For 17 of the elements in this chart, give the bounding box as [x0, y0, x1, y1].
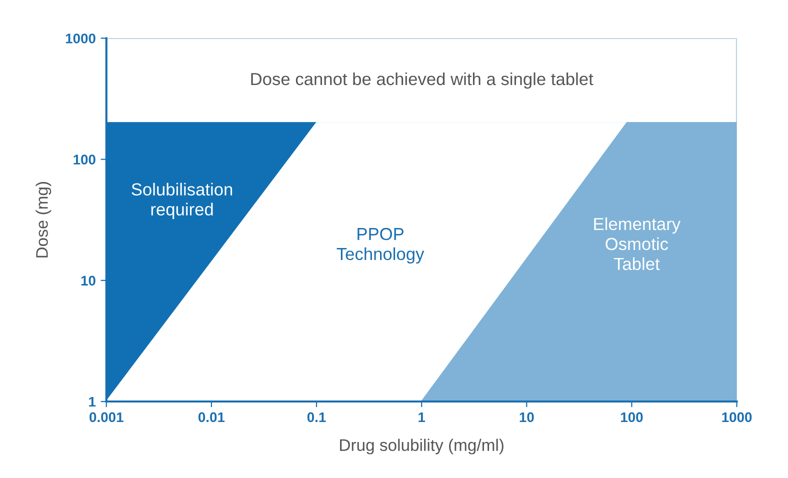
y-tick-label: 100 — [74, 154, 96, 165]
x-axis-title: Drug solubility (mg/ml) — [340, 438, 504, 454]
x-tick-label: 1000 — [722, 412, 752, 422]
y-tick-label: 10 — [81, 276, 96, 286]
y-axis-title: Dose (mg) — [36, 182, 52, 258]
x-tick-label: 100 — [621, 412, 643, 422]
series-label: Elementary Osmotic Tablet — [594, 217, 681, 270]
x-tick-label: 0.01 — [198, 412, 225, 422]
y-tick-label: 1 — [89, 396, 96, 407]
x-tick-label: 0.1 — [307, 412, 326, 422]
series-label: Solubilisation required — [132, 182, 232, 219]
band-label: Dose cannot be achieved with a single tablet — [251, 72, 594, 89]
y-tick-label: 1000 — [66, 34, 96, 44]
x-tick-label: 10 — [520, 412, 534, 422]
series-label: PPOP Technology — [336, 228, 424, 264]
x-tick-label: 0.001 — [90, 412, 124, 422]
x-tick-label: 1 — [418, 412, 426, 422]
